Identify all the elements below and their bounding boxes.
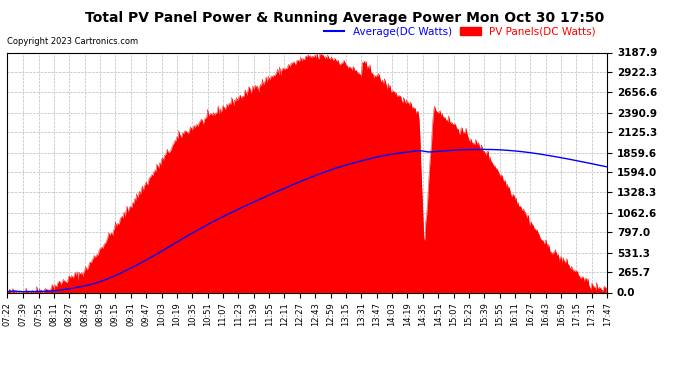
Legend: Average(DC Watts), PV Panels(DC Watts): Average(DC Watts), PV Panels(DC Watts)	[324, 27, 596, 36]
Text: Copyright 2023 Cartronics.com: Copyright 2023 Cartronics.com	[7, 38, 138, 46]
Text: Total PV Panel Power & Running Average Power Mon Oct 30 17:50: Total PV Panel Power & Running Average P…	[86, 11, 604, 25]
